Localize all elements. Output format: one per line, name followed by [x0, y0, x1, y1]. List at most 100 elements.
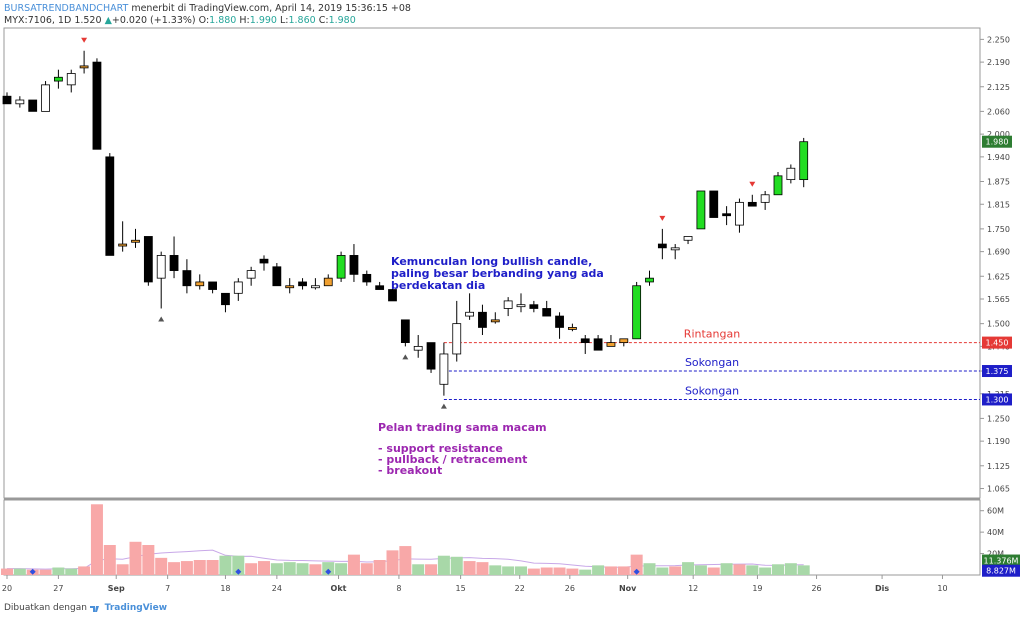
candle-body — [105, 156, 115, 256]
candle-body — [747, 201, 757, 207]
volume-bar — [450, 556, 463, 575]
plan-note-item: - breakout — [378, 464, 442, 477]
volume-diamond-marker — [29, 568, 36, 575]
volume-bar — [258, 561, 270, 575]
volume-bar — [669, 566, 682, 575]
vol-tick-label: 60M — [987, 507, 1004, 516]
x-tick-label: 12 — [688, 584, 698, 593]
volume-bar — [180, 561, 193, 575]
x-tick-label: Sep — [108, 584, 125, 593]
price-tag — [982, 393, 1012, 406]
bullish-note-line: Kemunculan long bullish candle, — [391, 255, 592, 268]
y-tick-label: 1.500 — [987, 320, 1010, 329]
volume-bar — [733, 564, 746, 575]
price-tag-label: 1.375 — [986, 367, 1009, 376]
y-tick-label: 2.125 — [987, 83, 1010, 92]
volume-bar — [707, 567, 720, 575]
x-tick-label: 19 — [752, 584, 762, 593]
volume-bar — [463, 561, 476, 575]
volume-bar — [347, 554, 360, 575]
x-tick-label: 18 — [220, 584, 230, 593]
candle-body — [452, 323, 462, 355]
change-value: +0.020 (+1.33%) — [111, 15, 196, 26]
volume-bar — [155, 557, 168, 575]
vol-tick-label: 20M — [987, 550, 1004, 559]
open-value: 1.880 — [209, 15, 237, 26]
y-tick-label: 1.815 — [987, 200, 1010, 209]
candle-body — [645, 277, 654, 283]
candle-body — [478, 311, 487, 328]
y-tick-label: 2.060 — [987, 107, 1010, 116]
footer-brand[interactable]: TradingView — [104, 603, 168, 613]
candle-body — [259, 258, 269, 264]
volume-bar — [772, 564, 784, 575]
volume-bar — [245, 563, 258, 575]
y-tick-label: 1.940 — [987, 153, 1010, 162]
candle-body — [66, 73, 76, 86]
volume-tag — [982, 564, 1020, 577]
x-tick-label: 26 — [811, 584, 821, 593]
volume-diamond-marker — [325, 568, 332, 575]
price-tag — [982, 336, 1012, 349]
y-tick-label: 1.565 — [987, 295, 1010, 304]
y-tick-label: 1.190 — [987, 437, 1010, 446]
level-label: Sokongan — [685, 384, 739, 397]
candle-body — [760, 194, 770, 203]
volume-bar — [78, 566, 91, 575]
red-down-arrow-icon — [81, 37, 88, 43]
volume-bar — [489, 565, 502, 575]
volume-bar — [373, 560, 386, 575]
candle-body — [349, 255, 359, 275]
volume-bar — [759, 567, 772, 575]
x-tick-label: 22 — [515, 584, 525, 593]
gray-up-arrow-icon — [440, 403, 447, 409]
candle-body — [632, 285, 642, 340]
last-price: 1.520 — [74, 15, 102, 26]
author-name[interactable]: BURSATRENDBANDCHART — [4, 3, 129, 14]
volume-bar — [65, 568, 78, 575]
x-tick-label: 24 — [272, 584, 282, 593]
candle-body — [465, 311, 475, 317]
footer: Dibuatkan dengan TradingView — [4, 603, 167, 613]
candle-body — [683, 236, 693, 241]
close-value: 1.980 — [328, 15, 356, 26]
volume-bar — [39, 569, 52, 575]
volume-bar — [720, 563, 733, 575]
volume-bar — [1, 568, 13, 575]
y-tick-label: 2.000 — [987, 130, 1010, 139]
candle-body — [735, 201, 744, 226]
volume-bar — [399, 546, 412, 575]
x-tick-label: Dis — [875, 584, 889, 593]
x-tick-label: 7 — [165, 584, 170, 593]
x-tick-label: 15 — [456, 584, 466, 593]
candle-body — [156, 255, 166, 279]
candle-body — [542, 308, 552, 317]
volume-bar — [116, 564, 129, 575]
price-tag-label: 1.450 — [986, 339, 1009, 348]
candle-body — [79, 65, 89, 69]
candlestick-chart[interactable]: 2.250 2.190 2.125 2.060 2.000 1.940 1.875 1.815… — [0, 0, 1024, 600]
volume-bar — [90, 504, 103, 575]
volume-bar — [193, 560, 206, 575]
candle-body — [272, 266, 282, 287]
volume-bar — [797, 565, 810, 575]
candle-body — [41, 84, 50, 112]
y-tick-label: 2.190 — [987, 58, 1010, 67]
volume-bar — [270, 563, 283, 575]
volume-bar — [386, 550, 399, 575]
bullish-note-line: paling besar berbanding yang ada — [391, 267, 604, 280]
high-label: H: — [239, 15, 250, 26]
vol-tick-label: 40M — [987, 528, 1004, 537]
volume-bar — [604, 566, 617, 575]
open-label: O: — [198, 15, 210, 26]
candle-body — [786, 167, 796, 181]
volume-bar — [296, 563, 309, 575]
volume-bar — [437, 555, 450, 575]
candle-body — [246, 270, 256, 279]
candle-body — [182, 270, 192, 287]
volume-bar — [412, 564, 425, 575]
candle-body — [233, 281, 243, 294]
close-label: C: — [318, 15, 329, 26]
volume-bar — [617, 566, 630, 575]
high-value: 1.990 — [249, 15, 277, 26]
